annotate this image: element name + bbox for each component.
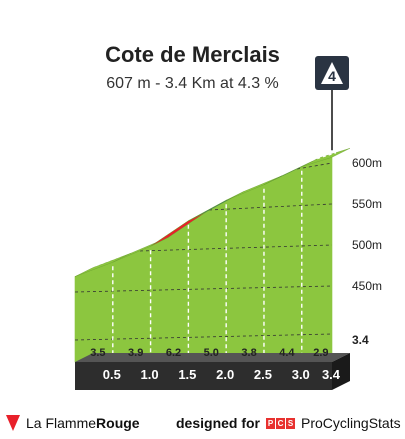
gradient-label: 3.5 xyxy=(90,347,105,359)
altitude-tick-label: 550m xyxy=(352,197,382,211)
gradient-label: 4.4 xyxy=(279,347,295,359)
top-centerline-0 xyxy=(78,257,118,273)
profile-face-5 xyxy=(263,166,303,363)
climb-title: Cote de Merclais xyxy=(105,42,280,67)
pcs-logo-icon: P C S xyxy=(266,417,296,429)
base-side xyxy=(332,353,350,390)
grid-line-3 xyxy=(208,203,333,211)
designed-for-label: designed for xyxy=(176,415,261,431)
altitude-tick-label: 600m xyxy=(352,156,382,170)
km-label: 3.4 xyxy=(322,367,341,382)
gradient-label: 6.2 xyxy=(166,347,181,359)
gradient-label: 3.9 xyxy=(128,347,143,359)
brand-left-prefix: La Flamme xyxy=(26,415,97,431)
procyclingstats-credit: designed for P C S ProCyclingStats xyxy=(176,412,401,434)
altitude-tick-label: 450m xyxy=(352,279,382,293)
gradient-label: 2.9 xyxy=(313,347,328,359)
climb-stats: 607 m - 3.4 Km at 4.3 % xyxy=(106,75,279,92)
top-centerline-6 xyxy=(305,152,337,163)
profile-face-4 xyxy=(225,184,265,363)
base-front xyxy=(75,362,332,390)
top-centerline-1 xyxy=(116,241,155,259)
profile-face-2 xyxy=(150,220,189,363)
grid-line-0 xyxy=(74,333,333,341)
altitude-tick-label: 500m xyxy=(352,238,382,252)
profile-face-3 xyxy=(188,199,227,363)
profile-face-6 xyxy=(301,156,333,363)
km-label: 1.0 xyxy=(141,367,159,382)
top-centerline-4 xyxy=(229,179,269,197)
profile-top-6 xyxy=(301,148,351,167)
km-label: 1.5 xyxy=(178,367,196,382)
brand-left-bold: Rouge xyxy=(96,415,140,431)
base-top xyxy=(75,353,350,362)
brand-right-label: ProCyclingStats xyxy=(301,415,401,431)
mountain-icon xyxy=(321,62,343,84)
km-label: 3.0 xyxy=(292,367,310,382)
flamme-rouge-icon xyxy=(6,415,20,431)
pcs-letter-p: P xyxy=(266,417,276,429)
category-number: 4 xyxy=(328,68,336,84)
top-centerline-2 xyxy=(154,215,193,243)
km-label: 2.0 xyxy=(216,367,234,382)
top-centerline-3 xyxy=(192,195,231,217)
gradient-label: 5.0 xyxy=(204,347,219,359)
km-label: 0.5 xyxy=(103,367,121,382)
gradient-label: 3.8 xyxy=(241,347,256,359)
pcs-letter-c: C xyxy=(276,417,286,429)
laflammerouge-logo: La FlammeRouge xyxy=(6,412,140,434)
end-distance-label: 3.4 xyxy=(352,333,369,347)
profile-face-1 xyxy=(112,245,151,363)
pcs-letter-s: S xyxy=(286,417,296,429)
top-centerline-5 xyxy=(267,161,307,181)
km-label: 2.5 xyxy=(254,367,272,382)
grid-line-1 xyxy=(74,285,333,293)
grid-line-2 xyxy=(139,244,333,252)
